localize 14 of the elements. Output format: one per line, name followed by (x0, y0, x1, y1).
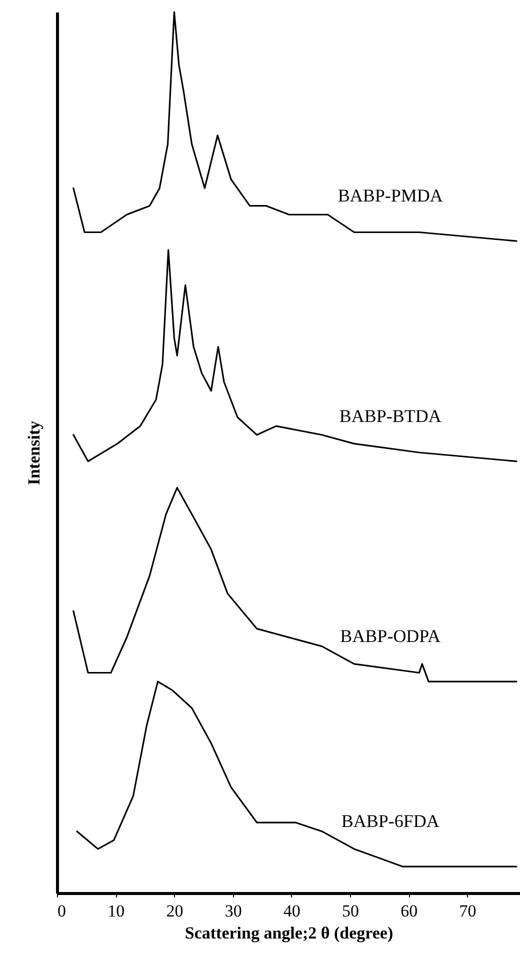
x-axis-title: Scattering angle;2 θ (degree) (184, 924, 394, 942)
x-tick-label: 60 (400, 902, 418, 920)
series-label: BABP-PMDA (338, 186, 443, 206)
x-tick-label: 10 (108, 902, 125, 920)
series-label: BABP-BTDA (339, 406, 442, 426)
x-tick-label: 30 (224, 902, 242, 920)
y-axis-title: Intensity (24, 420, 44, 486)
x-tick-label: 50 (342, 902, 360, 920)
x-tick-label: 70 (459, 902, 476, 920)
x-tick-label: 0 (58, 902, 66, 920)
x-tick-label: 40 (283, 902, 300, 920)
x-tick-label: 20 (166, 902, 184, 920)
series-label: BABP-6FDA (341, 811, 440, 832)
series-label: BABP-ODPA (340, 626, 441, 646)
